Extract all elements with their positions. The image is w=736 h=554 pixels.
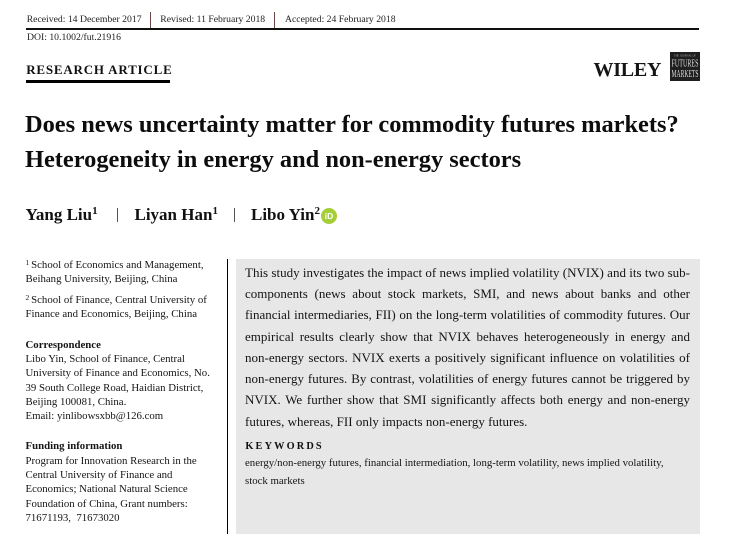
svg-text:FUTURES: FUTURES bbox=[672, 59, 699, 70]
svg-text:MARKETS: MARKETS bbox=[672, 69, 699, 80]
svg-text:THE JOURNAL OF: THE JOURNAL OF bbox=[674, 54, 696, 58]
